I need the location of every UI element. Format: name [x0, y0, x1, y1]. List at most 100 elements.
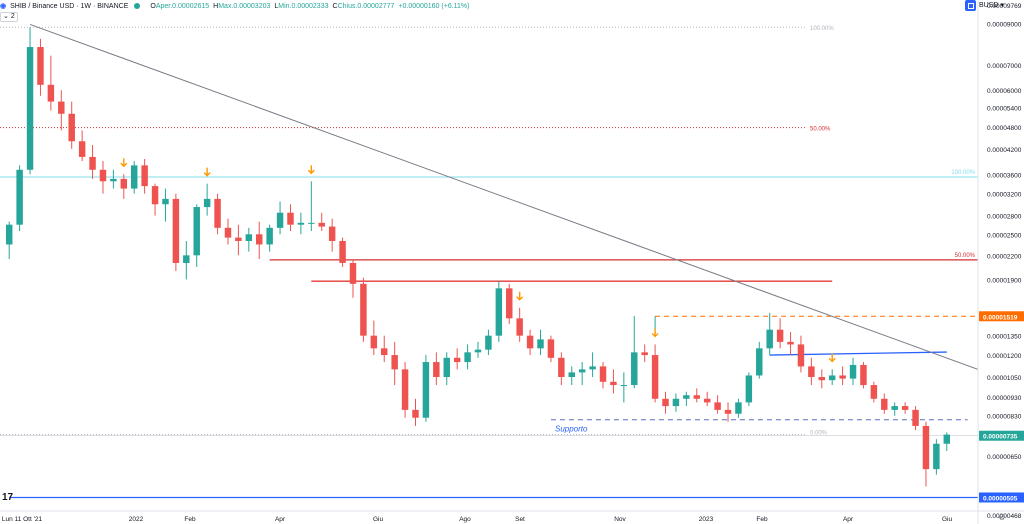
candle-body	[193, 207, 200, 256]
candle-body	[256, 234, 263, 245]
candle-body	[766, 329, 773, 349]
price-tick-label: 0.00002200	[987, 253, 1022, 260]
candle-body	[735, 402, 742, 414]
candle-body	[703, 398, 711, 403]
candle-body	[308, 222, 315, 224]
candle-body	[276, 212, 284, 228]
fib-0-label: 0.00%	[810, 431, 828, 437]
time-tick-label: Feb	[756, 516, 768, 523]
price-tick-label: 0.00004800	[987, 125, 1022, 132]
candle-body	[328, 226, 336, 241]
price-tick-label: 0.00003200	[987, 192, 1022, 199]
time-tick-label: Nov	[614, 516, 626, 523]
candle-body	[172, 198, 180, 263]
low-value: Min.0.00002333	[278, 2, 329, 10]
candle-body	[578, 369, 586, 373]
price-tag-box	[979, 311, 1024, 322]
candle-body	[693, 395, 700, 399]
candle-body	[828, 375, 836, 381]
candle-body	[870, 385, 878, 399]
currency-label: BUSD	[979, 2, 999, 9]
candle-body	[651, 355, 659, 399]
candle-body	[401, 369, 409, 410]
candle-body	[120, 178, 128, 189]
price-tick-label: 0.00003600	[987, 172, 1022, 179]
tradingview-logo-icon: 17	[2, 492, 14, 503]
support-label: Supporto	[555, 425, 588, 434]
market-status-icon	[134, 3, 141, 9]
close-value: Chius.0.00002777	[337, 2, 395, 10]
price-tick-label: 0.00001200	[987, 353, 1022, 360]
candle-body	[683, 395, 690, 399]
candle-body	[797, 344, 805, 367]
candle-body	[47, 84, 55, 102]
candle-body	[526, 335, 534, 349]
price-tick-label: 0.00005400	[987, 106, 1022, 113]
candle-body	[891, 406, 898, 410]
arrow-down-icon	[307, 165, 315, 175]
candle-body	[235, 237, 242, 241]
candle-body	[568, 372, 575, 378]
candle-body	[5, 224, 13, 245]
gear-icon[interactable]: ⚙	[998, 512, 1007, 522]
candle-body	[464, 352, 471, 363]
currency-select[interactable]: BUSD ▾	[979, 1, 1004, 9]
candle-body	[631, 352, 638, 386]
candle-body	[641, 352, 648, 356]
open-label: O	[150, 2, 156, 10]
chevron-down-icon: ⌄	[3, 13, 11, 20]
time-tick-label: Giu	[373, 516, 384, 523]
price-tick-label: 0.00000830	[987, 414, 1022, 421]
candle-body	[620, 385, 628, 387]
candle-body	[745, 375, 753, 403]
candle-body	[547, 339, 555, 358]
candle-body	[381, 348, 388, 356]
price-tag-label: 0.00000735	[983, 434, 1018, 441]
high-value: Max.0.00003203	[218, 2, 271, 10]
price-tick-label: 0.00001900	[987, 277, 1022, 284]
drawing-lines	[0, 23, 1024, 499]
candle-body	[130, 165, 138, 189]
price-axis: 0.00009000 0.00007000 0.00006000 0.00005400…	[977, 0, 1024, 524]
candle-body	[245, 234, 253, 241]
candle-body	[224, 227, 232, 238]
candle-body	[287, 212, 294, 225]
lock-icon[interactable]	[965, 0, 976, 11]
legend-header: ◉ SHIB / Binance USD · 1W · BINANCE O Ap…	[0, 0, 469, 12]
candle-body	[776, 329, 784, 342]
candle-body	[453, 357, 461, 363]
candle-body	[297, 222, 305, 225]
chevron-down-icon: ▾	[1000, 2, 1004, 9]
time-tick-label: Apr	[275, 516, 286, 523]
price-tag-box	[979, 492, 1024, 503]
candle-body	[391, 355, 398, 370]
fib-100-label: 100.00%	[810, 26, 834, 32]
candle-body	[89, 156, 96, 170]
candle-body	[78, 141, 86, 157]
time-tick-label: 2022	[129, 516, 144, 523]
time-tick-label: Apr	[843, 516, 854, 523]
candle-body	[818, 377, 826, 381]
time-tick-label: Feb	[184, 516, 196, 523]
symbol-title[interactable]: SHIB / Binance USD · 1W · BINANCE	[10, 2, 129, 10]
candle-body	[318, 222, 325, 227]
indicators-toggle-button[interactable]: ⌄ 2	[0, 12, 18, 22]
candle-body	[787, 341, 794, 345]
candle-body	[99, 169, 107, 182]
candle-body	[412, 409, 419, 418]
price-bottom-label: 0.00000468	[987, 513, 1022, 520]
price-tag-label: 0.00000505	[983, 495, 1018, 502]
trend-line	[29, 23, 1024, 387]
candle-body	[16, 169, 23, 225]
low-label: L	[274, 2, 279, 10]
candle-body	[141, 165, 148, 187]
price-tick-label: 0.00002500	[987, 232, 1022, 239]
time-axis: Lun 11 Ott '21 2022 Feb Apr Giu Ago Set Nov 2023…	[0, 510, 1024, 523]
price-tick-label: 0.00001050	[987, 375, 1022, 382]
arrow-down-icon	[516, 291, 524, 301]
price-tick-label: 0.00009000	[987, 21, 1022, 28]
price-top-label: 0.00009769	[987, 3, 1022, 10]
candle-body	[881, 398, 888, 410]
time-tick-label: Lun 11 Ott '21	[2, 516, 43, 523]
